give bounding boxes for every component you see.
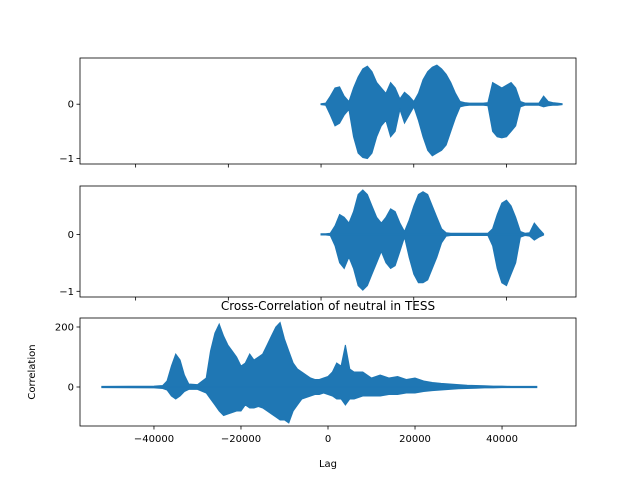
chart-title: Cross-Correlation of neutral in TESS [221, 299, 435, 313]
subplot-1-y-ticks: −1 0 [59, 100, 80, 165]
y-tick-label: −1 [59, 287, 74, 298]
y-tick-label: 200 [55, 323, 74, 334]
y-tick-label: 0 [68, 383, 74, 394]
series-1-waveform [320, 64, 563, 160]
subplot-signal-2: −1 0 [59, 185, 577, 301]
subplot-1-frame [79, 57, 577, 165]
subplot-3-y-ticks: 0 200 [55, 323, 80, 394]
subplot-1-plot-body [320, 64, 563, 160]
y-tick-label: −1 [59, 154, 74, 165]
subplot-signal-1: −1 0 [59, 57, 577, 168]
y-tick-label: 0 [68, 100, 74, 111]
subplot-cross-correlation: 0 200 −40000 −20000 0 20000 40000 Cross-Corre… [27, 299, 577, 470]
subplot-1-x-ticks [135, 164, 507, 168]
x-tick-label: −20000 [221, 434, 261, 445]
x-axis-label: Lag [319, 459, 337, 470]
x-tick-label: 0 [325, 434, 331, 445]
y-axis-label: Correlation [27, 344, 38, 399]
x-tick-label: 40000 [486, 434, 518, 445]
subplot-2-plot-body [320, 189, 545, 291]
series-3-waveform [101, 321, 538, 424]
subplot-3-frame [79, 317, 577, 427]
series-2-waveform [320, 189, 545, 291]
subplot-3-x-ticks: −40000 −20000 0 20000 40000 [134, 426, 518, 445]
subplot-2-y-ticks: −1 0 [59, 230, 80, 298]
subplot-2-frame [79, 185, 577, 298]
subplot-3-plot-body [101, 321, 538, 424]
x-tick-label: 20000 [399, 434, 431, 445]
y-tick-label: 0 [68, 230, 74, 241]
x-tick-label: −40000 [134, 434, 174, 445]
subplot-2-x-ticks [135, 297, 507, 301]
